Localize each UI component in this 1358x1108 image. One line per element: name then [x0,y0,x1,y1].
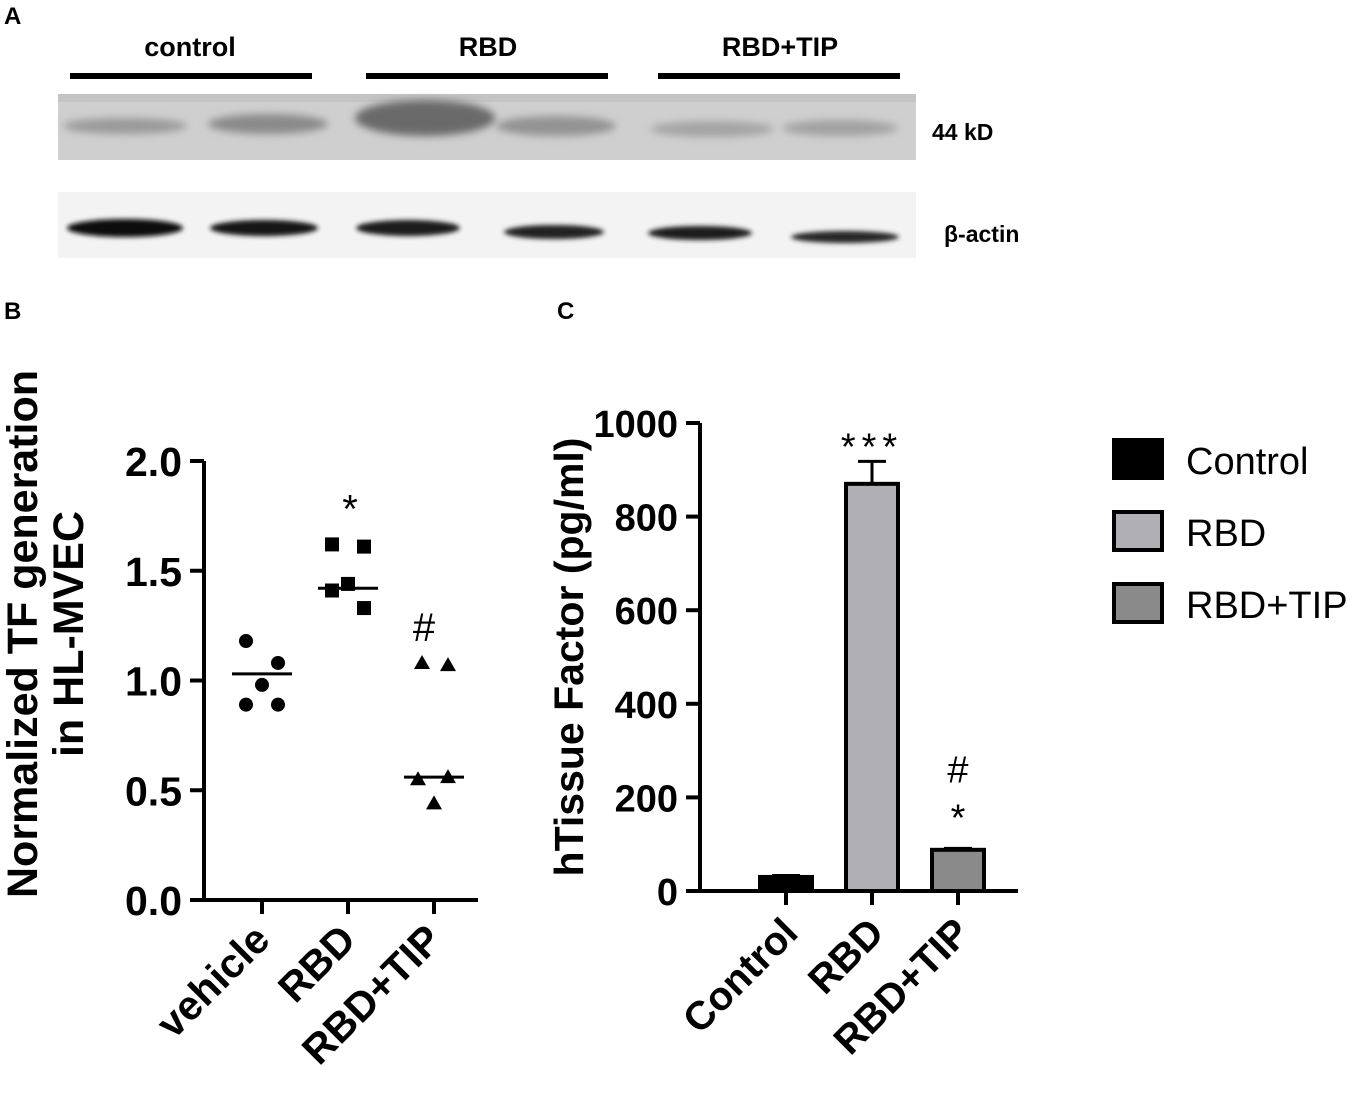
band-44kd-2 [208,114,328,134]
legend-label: RBD [1186,513,1266,555]
blot-group-control: control [144,32,236,62]
blot-strip-actin [58,192,916,258]
band-actin-2 [210,220,318,236]
band-44kd-4 [496,116,616,136]
chart-c-legend: Control RBD RBD+TIP [1112,438,1348,627]
panel-label-c: C [557,298,574,325]
band-actin-1 [67,219,183,237]
chart-c-bar-rbd [844,481,900,893]
chart-b-ytick-label: 1.5 [125,549,182,595]
panel-label-a: A [4,3,21,30]
band-44kd-1 [63,118,187,134]
chart-b-point-rbd-tip [426,795,442,810]
chart-b-point-vehicle [271,697,285,712]
chart-c-annotation: # [947,749,968,791]
legend-label: Control [1186,441,1309,483]
band-actin-3 [356,220,460,236]
legend-swatch-rbd-tip [1112,582,1164,624]
band-actin-5 [648,226,752,240]
chart-b-point-rbd-tip [414,654,430,669]
chart-c-annotation: *** [841,426,903,468]
chart-c-xtick-label: Control [675,910,807,1042]
chart-c-bar-rbd-tip [930,847,986,893]
chart-c-ytick-label: 400 [615,685,678,727]
chart-c: hTissue Factor (pg/ml) 0 200 400 600 800 1000… [546,404,1018,1063]
band-44kd-3 [355,100,495,136]
chart-b-ytick-label: 0.0 [125,878,182,924]
chart-c-ylabel: hTissue Factor (pg/ml) [546,438,592,877]
legend-label: RBD+TIP [1186,585,1348,627]
blot-group-bar-rbd-tip [658,73,900,79]
chart-b-ytick-label: 1.0 [125,659,182,705]
chart-b-point-vehicle [271,655,285,670]
chart-b-xtick-label: vehicle [148,916,279,1047]
chart-b-point-rbd [357,539,371,554]
blot-group-headers: control RBD RBD+TIP [70,32,900,79]
chart-c-ytick-label: 800 [615,498,678,540]
chart-b-annotation: * [342,487,358,531]
blot-group-bar-rbd [366,73,608,79]
chart-b-point-rbd [325,537,339,552]
chart-b-ylabel-line2: in HL-MVEC [45,511,93,757]
chart-c-ytick-label: 0 [657,872,678,914]
chart-c-annotation: * [951,797,966,839]
blot-strip-44kd [58,94,916,160]
chart-c-bar-control [758,874,814,894]
blot-group-bar-control [70,73,312,79]
band-actin-6 [791,231,899,243]
chart-b-point-vehicle [255,677,269,692]
band-actin-4 [504,225,604,239]
chart-b-point-rbd [357,601,371,616]
panel-label-b: B [4,298,21,325]
chart-c-ytick-label: 200 [615,778,678,820]
chart-b-point-vehicle [239,633,253,648]
blot-label-44kd: 44 kD [932,119,993,145]
legend-swatch-control [1112,438,1164,480]
chart-b: Normalized TF generation in HL-MVEC 0.0 0… [0,370,478,1073]
band-44kd-5 [650,121,774,137]
chart-b-point-rbd [325,583,339,598]
blot-label-actin: β-actin [944,221,1019,247]
chart-b-ytick-label: 0.5 [125,768,182,814]
chart-b-annotation: # [413,606,436,650]
chart-b-point-vehicle [239,697,253,712]
chart-c-ytick-label: 1000 [593,404,678,446]
blot-group-rbd: RBD [459,32,518,62]
chart-b-ylabel-line1: Normalized TF generation [0,370,47,898]
band-44kd-6 [782,120,898,136]
chart-c-ytick-label: 600 [615,591,678,633]
blot-group-rbd-tip: RBD+TIP [722,32,838,62]
chart-b-ytick-label: 2.0 [125,439,182,485]
legend-swatch-rbd [1112,510,1164,552]
chart-b-point-rbd-tip [440,657,456,672]
